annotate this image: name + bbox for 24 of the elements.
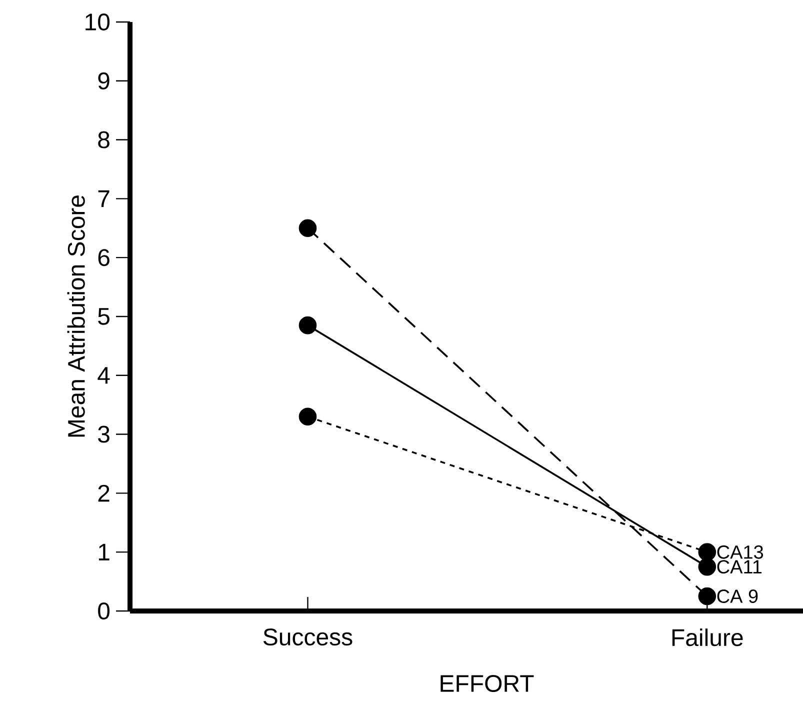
point bbox=[298, 408, 317, 426]
series-label: CA 9 bbox=[717, 590, 758, 603]
y-tick-label: 5 bbox=[98, 308, 110, 325]
series-label: CA11 bbox=[717, 560, 762, 574]
y-tick-label: 0 bbox=[98, 602, 110, 620]
y-tick-label: 4 bbox=[98, 367, 110, 384]
x-tick-label: Failure bbox=[672, 628, 743, 646]
point bbox=[698, 543, 716, 561]
series-label: CA13 bbox=[717, 545, 764, 559]
y-axis-title: Mean Attribution Score bbox=[67, 196, 85, 437]
y-tick-label: 3 bbox=[98, 426, 110, 443]
y-tick-label: 8 bbox=[98, 131, 110, 148]
x-tick-label: Success bbox=[263, 628, 352, 646]
y-tick-label: 10 bbox=[86, 14, 110, 30]
point bbox=[298, 219, 317, 238]
y-tick-label: 2 bbox=[98, 484, 110, 502]
point bbox=[698, 558, 716, 576]
x-axis-title: EFFORT bbox=[440, 675, 534, 692]
y-tick-label: 7 bbox=[98, 190, 110, 207]
point bbox=[298, 316, 317, 334]
y-tick-label: 6 bbox=[98, 249, 110, 266]
point bbox=[698, 587, 716, 606]
y-tick-label: 1 bbox=[98, 544, 110, 560]
y-tick-label: 9 bbox=[98, 72, 110, 90]
